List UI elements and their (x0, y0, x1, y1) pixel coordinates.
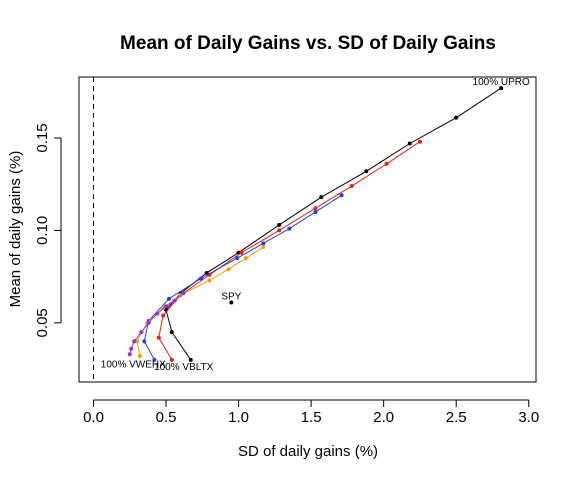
series-point (127, 352, 132, 357)
x-tick-label: 2.0 (373, 409, 394, 426)
x-tick-label: 1.5 (301, 409, 322, 426)
chart-title: Mean of Daily Gains vs. SD of Daily Gain… (120, 33, 496, 54)
series-point (226, 267, 231, 272)
series-point (454, 115, 459, 120)
series-layer (127, 86, 504, 362)
series-point (243, 256, 248, 261)
series-point (139, 330, 144, 335)
series-point (364, 169, 369, 174)
series-point (277, 222, 282, 227)
series-point (142, 339, 147, 344)
series-point (172, 298, 177, 303)
series-point (207, 278, 212, 283)
x-tick-label: 2.5 (446, 409, 467, 426)
x-tick-label: 3.0 (518, 409, 539, 426)
series-point (181, 291, 186, 296)
series-point (132, 339, 137, 344)
series-point (349, 184, 354, 189)
series-line (158, 141, 421, 361)
series-point (169, 357, 174, 362)
annotation-label: 100% VBLTX (154, 362, 214, 373)
series-point (169, 330, 174, 335)
annotation-label: 100% VWEHX (101, 359, 166, 370)
y-tick-label: 0.15 (34, 123, 51, 152)
series-point (407, 141, 412, 146)
x-tick-label: 1.0 (228, 409, 249, 426)
series-point (287, 226, 292, 231)
series-point (499, 86, 504, 91)
series-point (161, 313, 166, 318)
series-point (417, 139, 422, 144)
series-point (198, 276, 203, 281)
series-point (188, 357, 193, 362)
series-point (277, 228, 282, 233)
y-tick-label: 0.10 (34, 216, 51, 245)
series-point (313, 206, 318, 211)
series-point (137, 354, 142, 359)
series-point (155, 311, 160, 316)
series-point (156, 335, 161, 340)
series-point (135, 339, 140, 344)
series-point (261, 241, 266, 246)
series-point (319, 195, 324, 200)
annotation-label: 100% UPRO (473, 77, 530, 88)
spy-point (229, 300, 234, 305)
y-tick-label: 0.05 (34, 308, 51, 337)
series-point (261, 245, 266, 250)
x-tick-label: 0.0 (83, 409, 104, 426)
axes: 0.0 0.5 1.0 1.5 2.0 2.5 3.0 0.05 0.10 0.15 (34, 123, 539, 426)
series-point (166, 296, 171, 301)
series-point (152, 357, 157, 362)
x-axis-label: SD of daily gains (%) (238, 443, 378, 460)
x-tick-label: 0.5 (156, 409, 177, 426)
series-point (313, 209, 318, 214)
series-line (143, 194, 342, 361)
series-point (146, 320, 151, 325)
spy-label: SPY (221, 292, 241, 303)
series-point (239, 250, 244, 255)
series-point (339, 193, 344, 198)
series-point (384, 161, 389, 166)
series-point (235, 256, 240, 261)
y-axis-label: Mean of daily gains (%) (7, 151, 24, 308)
series-line (165, 87, 502, 361)
plot-frame (78, 76, 537, 383)
series-point (129, 346, 134, 351)
series-point (164, 304, 169, 309)
series-point (204, 270, 209, 275)
series-line (136, 246, 264, 357)
